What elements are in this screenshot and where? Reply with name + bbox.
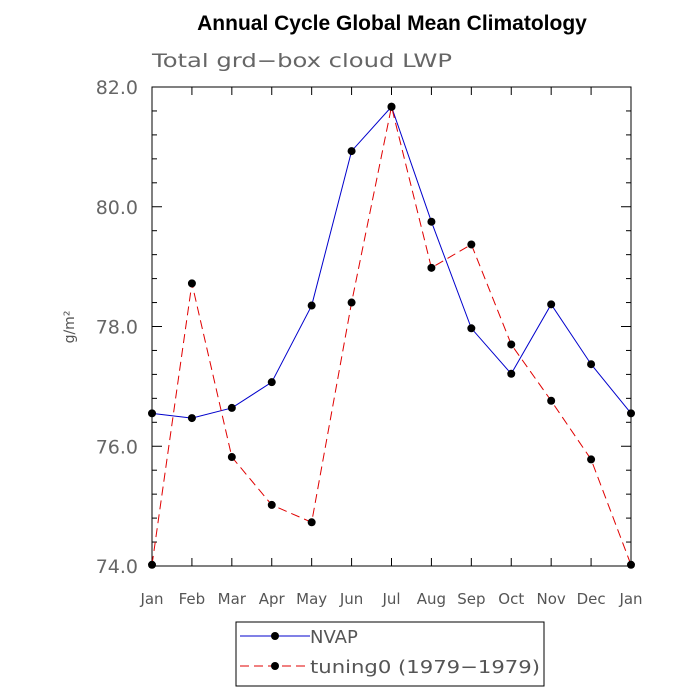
series-point-0 <box>547 300 556 309</box>
series-point-0 <box>227 403 236 412</box>
legend: NVAP tuning0 (1979−1979) <box>235 621 545 687</box>
x-tick-label: Dec <box>577 590 606 608</box>
x-tick-label: Apr <box>259 590 286 608</box>
x-tick-label: Sep <box>457 590 485 608</box>
x-tick-label: Oct <box>498 590 524 608</box>
x-tick-label: Feb <box>179 590 206 608</box>
series-point-0 <box>427 217 436 226</box>
series-point-1 <box>427 263 436 272</box>
series-point-1 <box>267 500 276 509</box>
x-tick-label: Mar <box>218 590 247 608</box>
plot-area <box>151 86 632 567</box>
legend-label-nvap: NVAP <box>310 627 358 648</box>
series-point-0 <box>507 369 516 378</box>
series-point-1 <box>627 560 635 569</box>
x-tick-label: Jan <box>618 590 642 608</box>
series-point-1 <box>347 298 356 307</box>
x-tick-label: Jan <box>139 590 163 608</box>
series-point-0 <box>307 301 316 310</box>
legend-label-tuning0: tuning0 (1979−1979) <box>310 657 540 678</box>
series-point-0 <box>627 409 635 418</box>
x-tick-label: May <box>296 590 327 608</box>
y-tick-label: 76.0 <box>96 436 138 458</box>
series-point-0 <box>467 324 476 333</box>
chart-title: Annual Cycle Global Mean Climatology <box>197 12 587 35</box>
series-point-0 <box>148 409 156 418</box>
series-line-1 <box>151 106 632 565</box>
y-tick-label: 82.0 <box>96 77 138 99</box>
series-point-0 <box>587 360 596 369</box>
series-point-1 <box>387 102 396 111</box>
series-point-1 <box>148 560 156 569</box>
series-line-0 <box>151 105 632 419</box>
x-tick-label: Nov <box>537 590 566 608</box>
series-point-1 <box>307 518 316 527</box>
legend-box <box>235 621 545 687</box>
chart-subtitle: Total grd−box cloud LWP <box>151 50 452 72</box>
y-axis-label: g/m² <box>62 311 78 344</box>
series-point-1 <box>547 396 556 405</box>
x-tick-label: Aug <box>417 590 446 608</box>
series-point-1 <box>507 340 516 349</box>
series-point-1 <box>587 455 596 464</box>
series-point-1 <box>227 453 236 462</box>
axes: Jan Feb Mar Apr May Jun Jul Aug Sep Oct Nov Dec Jan7… <box>96 77 643 608</box>
series-point-0 <box>187 414 196 423</box>
legend-marker-tuning0 <box>271 662 279 670</box>
series-point-0 <box>267 378 276 387</box>
series-layer <box>148 102 635 569</box>
y-tick-label: 78.0 <box>96 317 138 339</box>
legend-marker-nvap <box>271 632 279 640</box>
x-tick-label: Jun <box>339 590 363 608</box>
y-tick-label: 74.0 <box>96 556 138 578</box>
series-point-1 <box>467 240 476 249</box>
series-point-0 <box>347 147 356 156</box>
x-tick-label: Jul <box>381 590 400 608</box>
series-point-1 <box>187 279 196 288</box>
y-tick-label: 80.0 <box>96 197 138 219</box>
